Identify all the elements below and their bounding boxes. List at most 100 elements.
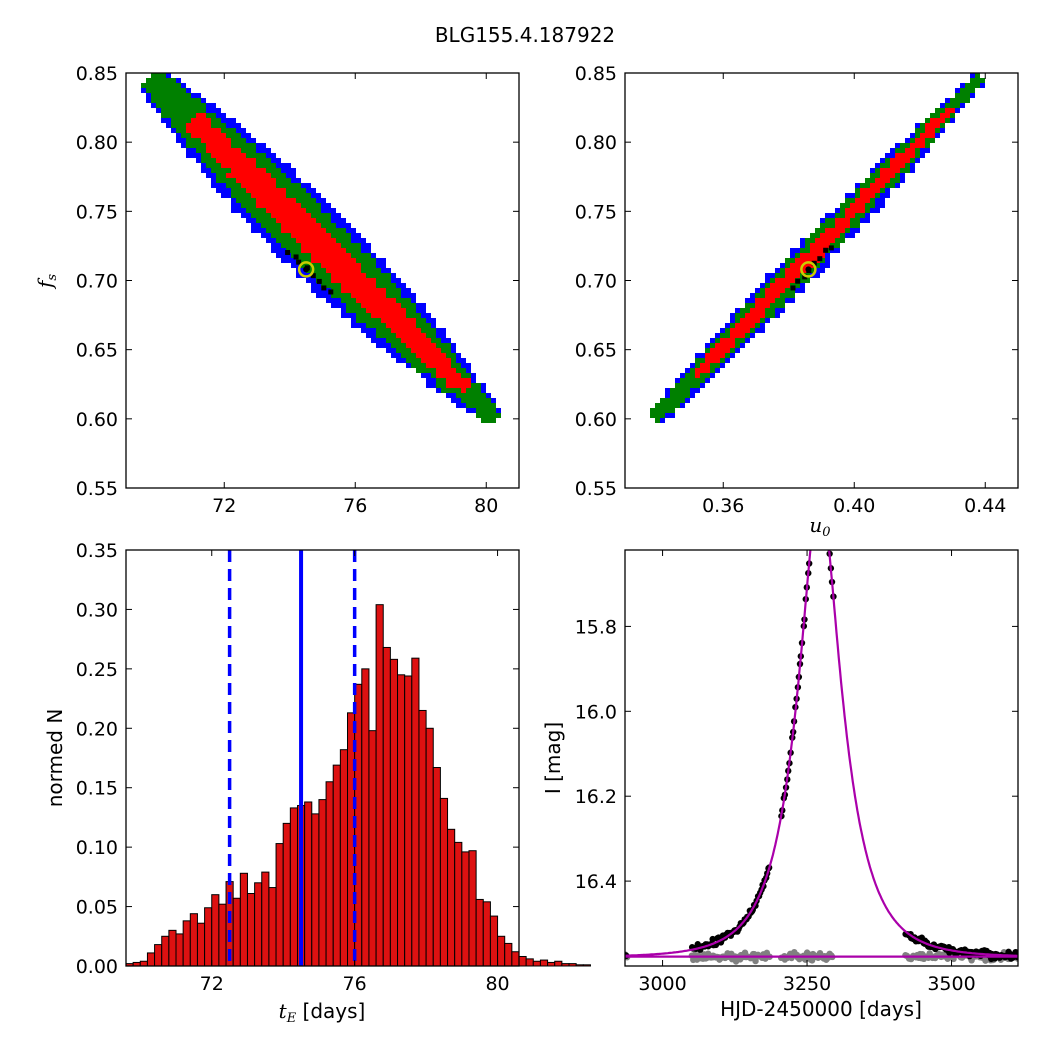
sigma2-cell bbox=[306, 193, 311, 198]
histogram-bar bbox=[204, 907, 213, 967]
sigma3-cell bbox=[321, 208, 326, 213]
sigma2-cell bbox=[356, 318, 361, 323]
observed-point bbox=[814, 494, 820, 500]
sigma3-cell bbox=[311, 278, 316, 283]
histogram-bar bbox=[289, 807, 298, 967]
sigma2-cell bbox=[880, 188, 885, 193]
sigma1-cell bbox=[341, 273, 346, 278]
sigma2-cell bbox=[456, 393, 461, 398]
sigma2-cell bbox=[491, 413, 496, 418]
sigma2-cell bbox=[161, 88, 166, 93]
sigma1-cell bbox=[251, 173, 256, 178]
sigma2-cell bbox=[850, 218, 855, 223]
best-cell bbox=[795, 278, 801, 284]
sigma3-cell bbox=[216, 113, 221, 118]
sigma2-cell bbox=[745, 308, 750, 313]
sigma3-cell bbox=[281, 253, 286, 258]
sigma2-cell bbox=[181, 103, 186, 108]
sigma2-cell bbox=[965, 88, 970, 93]
sigma3-cell bbox=[825, 258, 830, 263]
sigma2-cell bbox=[261, 153, 266, 158]
sigma1-cell bbox=[780, 283, 785, 288]
observed-point bbox=[820, 502, 826, 508]
sigma2-cell bbox=[466, 403, 471, 408]
histogram-bar bbox=[375, 604, 384, 967]
sigma2-cell bbox=[216, 173, 221, 178]
sigma2-cell bbox=[805, 248, 810, 253]
sigma2-cell bbox=[376, 273, 381, 278]
sigma2-cell bbox=[950, 98, 955, 103]
sigma3-cell bbox=[276, 158, 281, 163]
sigma2-cell bbox=[216, 178, 221, 183]
sigma1-cell bbox=[266, 203, 271, 208]
sigma3-cell bbox=[760, 328, 765, 333]
sigma1-cell bbox=[356, 263, 361, 268]
sigma2-cell bbox=[161, 108, 166, 113]
sigma2-cell bbox=[870, 198, 875, 203]
sigma2-cell bbox=[760, 293, 765, 298]
sigma2-cell bbox=[226, 133, 231, 138]
sigma3-cell bbox=[321, 288, 326, 293]
sigma1-cell bbox=[925, 123, 930, 128]
sigma2-cell bbox=[960, 88, 965, 93]
sigma2-cell bbox=[266, 228, 271, 233]
sigma3-cell bbox=[481, 388, 486, 393]
sigma3-cell bbox=[396, 278, 401, 283]
sigma1-cell bbox=[755, 298, 760, 303]
sigma2-cell bbox=[161, 98, 166, 103]
sigma2-cell bbox=[820, 258, 825, 263]
sigma1-cell bbox=[366, 278, 371, 283]
sigma3-cell bbox=[211, 173, 216, 178]
sigma2-cell bbox=[391, 283, 396, 288]
sigma2-cell bbox=[211, 113, 216, 118]
sigma1-cell bbox=[765, 298, 770, 303]
sigma2-cell bbox=[256, 213, 261, 218]
sigma3-cell bbox=[765, 278, 770, 283]
sigma1-cell bbox=[306, 223, 311, 228]
sigma3-cell bbox=[870, 168, 875, 173]
sigma1-cell bbox=[920, 143, 925, 148]
sigma1-cell bbox=[431, 358, 436, 363]
sigma1-cell bbox=[276, 188, 281, 193]
sigma1-cell bbox=[381, 303, 386, 308]
sigma2-cell bbox=[151, 73, 156, 78]
sigma3-cell bbox=[176, 138, 181, 143]
sigma3-cell bbox=[980, 83, 985, 88]
sigma1-cell bbox=[351, 293, 356, 298]
sigma1-cell bbox=[381, 313, 386, 318]
sigma1-cell bbox=[406, 323, 411, 328]
sigma2-cell bbox=[396, 343, 401, 348]
sigma3-cell bbox=[880, 198, 885, 203]
sigma3-cell bbox=[960, 83, 965, 88]
sigma3-cell bbox=[286, 173, 291, 178]
sigma1-cell bbox=[391, 313, 396, 318]
sigma2-cell bbox=[331, 283, 336, 288]
sigma3-cell bbox=[366, 328, 371, 333]
sigma3-cell bbox=[226, 193, 231, 198]
sigma2-cell bbox=[371, 258, 376, 263]
sigma1-cell bbox=[381, 293, 386, 298]
sigma1-cell bbox=[431, 348, 436, 353]
sigma1-cell bbox=[795, 263, 800, 268]
sigma1-cell bbox=[291, 218, 296, 223]
sigma2-cell bbox=[156, 103, 161, 108]
sigma1-cell bbox=[411, 343, 416, 348]
sigma1-cell bbox=[276, 218, 281, 223]
sigma2-cell bbox=[276, 228, 281, 233]
sigma3-cell bbox=[680, 373, 685, 378]
sigma2-cell bbox=[655, 403, 660, 408]
sigma3-cell bbox=[251, 218, 256, 223]
sigma1-cell bbox=[331, 248, 336, 253]
histogram-bar bbox=[254, 882, 263, 967]
sigma3-cell bbox=[231, 198, 236, 203]
sigma3-cell bbox=[266, 148, 271, 153]
histogram-bar bbox=[439, 797, 449, 967]
sigma1-cell bbox=[241, 168, 246, 173]
sigma2-cell bbox=[396, 288, 401, 293]
sigma2-cell bbox=[306, 198, 311, 203]
sigma2-cell bbox=[316, 218, 321, 223]
sigma1-cell bbox=[306, 218, 311, 223]
sigma1-cell bbox=[321, 243, 326, 248]
sigma3-cell bbox=[326, 203, 331, 208]
sigma3-cell bbox=[286, 253, 291, 258]
